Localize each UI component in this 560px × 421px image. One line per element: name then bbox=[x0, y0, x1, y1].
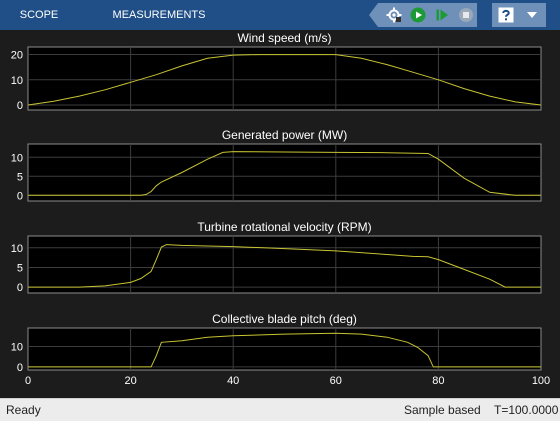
x-tick-label: 40 bbox=[227, 375, 239, 387]
status-text: Ready bbox=[6, 403, 41, 417]
plot-title: Generated power (MW) bbox=[222, 128, 347, 142]
expand-icon[interactable] bbox=[524, 7, 540, 23]
simulation-time: T=100.0000 bbox=[494, 403, 559, 417]
scope-display: 0 10 20 Wind speed (m/s) 0 5 10 Generated power… bbox=[0, 30, 560, 398]
tab-measurements[interactable]: MEASUREMENTS bbox=[112, 9, 206, 21]
x-tick-label: 80 bbox=[432, 375, 444, 387]
plot-area bbox=[27, 143, 542, 202]
toolstrip: SCOPE MEASUREMENTS bbox=[0, 0, 560, 30]
run-icon[interactable] bbox=[410, 7, 426, 23]
plot-title: Turbine rotational velocity (RPM) bbox=[197, 220, 371, 234]
status-bar: Ready Sample based T=100.0000 bbox=[0, 398, 560, 421]
window-controls bbox=[492, 3, 546, 27]
signal-line bbox=[27, 54, 542, 106]
plot-area bbox=[27, 46, 542, 111]
y-tick-label: 5 bbox=[17, 262, 23, 274]
signal-line bbox=[28, 332, 541, 368]
tab-scope[interactable]: SCOPE bbox=[19, 9, 59, 21]
signal-line bbox=[28, 151, 541, 196]
y-tick-label: 0 bbox=[17, 100, 23, 112]
plot-area bbox=[27, 235, 542, 294]
x-tick-label: 0 bbox=[25, 375, 31, 387]
x-tick-label: 60 bbox=[330, 375, 342, 387]
help-icon[interactable] bbox=[498, 7, 514, 23]
sample-mode: Sample based bbox=[404, 403, 481, 417]
y-tick-label: 10 bbox=[11, 75, 23, 87]
plot-title: Wind speed (m/s) bbox=[237, 31, 331, 45]
scope-plots: 0 10 20 Wind speed (m/s) 0 5 10 Generated power… bbox=[11, 31, 550, 387]
y-tick-label: 0 bbox=[17, 282, 23, 294]
signal-line bbox=[28, 244, 541, 288]
y-tick-label: 10 bbox=[11, 243, 23, 255]
x-tick-label: 100 bbox=[532, 375, 550, 387]
y-tick-label: 10 bbox=[11, 152, 23, 164]
step-forward-icon[interactable] bbox=[434, 7, 450, 23]
settings-icon[interactable] bbox=[386, 7, 402, 23]
y-tick-label: 10 bbox=[11, 341, 23, 353]
y-tick-label: 20 bbox=[11, 50, 23, 62]
y-tick-label: 0 bbox=[17, 362, 23, 374]
plot-area bbox=[27, 327, 542, 371]
plot-title: Collective blade pitch (deg) bbox=[212, 312, 357, 326]
y-tick-label: 0 bbox=[17, 190, 23, 202]
toolbar-group-notch bbox=[369, 3, 378, 27]
x-tick-label: 20 bbox=[124, 375, 136, 387]
simulation-controls bbox=[378, 3, 477, 27]
y-tick-label: 5 bbox=[17, 171, 23, 183]
stop-icon[interactable] bbox=[458, 7, 474, 23]
